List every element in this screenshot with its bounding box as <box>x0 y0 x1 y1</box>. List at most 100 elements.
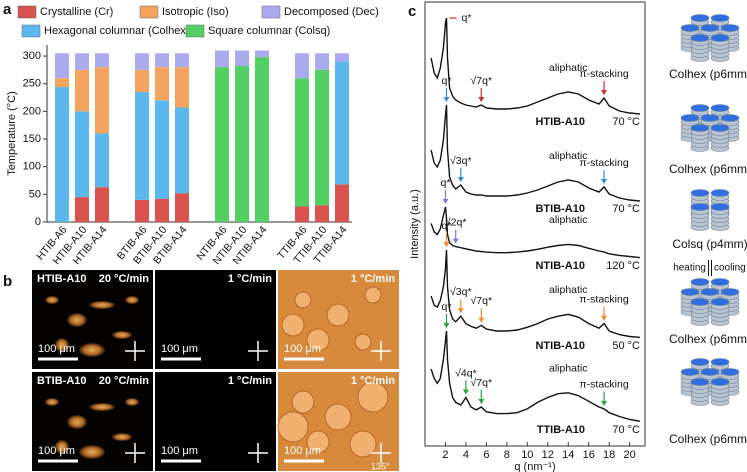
bar-segment <box>135 92 149 200</box>
texture <box>89 403 115 411</box>
legend-label: Square columnar (Colsq) <box>208 25 330 37</box>
y-axis-title: Intensity (a.u.) <box>409 189 421 259</box>
rate-label: 20 °C/min <box>99 375 150 387</box>
texture <box>125 398 139 406</box>
disc <box>710 278 730 286</box>
rate-label: 1 °C/min <box>228 273 272 285</box>
temperature-label: 70 °C <box>612 424 640 436</box>
peak-arrowhead <box>452 238 459 244</box>
scale-label: 100 μm <box>161 445 198 457</box>
scale-label: 100 μm <box>284 445 321 457</box>
peak-label: π-stacking <box>579 293 628 305</box>
disc <box>710 124 730 132</box>
bar-segment <box>75 197 89 222</box>
domain <box>326 303 350 327</box>
texture <box>67 415 87 429</box>
rate-label: 1 °C/min <box>351 273 395 285</box>
x-tick-label: 10 <box>521 449 533 461</box>
texture <box>79 445 105 459</box>
bar-segment <box>155 198 169 222</box>
peak-label: √3q* <box>450 155 472 167</box>
disc <box>720 288 740 296</box>
y-tick-label: 50 <box>29 188 41 200</box>
peak-arrowhead <box>478 317 485 323</box>
texture <box>89 301 115 309</box>
domain <box>291 390 315 414</box>
peak-label: q* <box>440 177 450 189</box>
peak-label: q* <box>442 220 452 232</box>
domain <box>364 286 382 304</box>
bar-segment <box>295 78 309 207</box>
bar-segment <box>295 53 309 79</box>
temperature-label: 50 °C <box>612 340 640 352</box>
bar-segment <box>95 53 109 68</box>
peak-label: √3q* <box>450 286 472 298</box>
polarizer-icon <box>371 341 391 361</box>
peak-arrowhead <box>457 308 464 314</box>
texture <box>45 398 59 406</box>
disc <box>690 124 710 132</box>
peak-label: aliphatic <box>549 363 588 375</box>
texture <box>45 296 59 304</box>
scale-label: 100 μm <box>284 343 321 355</box>
texture <box>112 433 132 441</box>
bar-segment <box>95 67 109 134</box>
peak-arrowhead <box>601 90 608 95</box>
sample-label: NTIB-A10 <box>535 340 585 352</box>
disc <box>680 368 700 376</box>
bar-segment <box>95 133 109 188</box>
xrd-curve <box>430 330 641 422</box>
polarizer-icon <box>248 443 268 463</box>
x-tick-label: 6 <box>483 449 489 461</box>
plot-frame <box>424 1 646 447</box>
x-tick-label: 12 <box>542 449 554 461</box>
x-tick-label: 18 <box>603 449 615 461</box>
peak-label: √7q* <box>471 75 493 87</box>
disc <box>700 368 720 376</box>
bar-segment <box>335 61 349 185</box>
xrd-curve <box>430 17 640 115</box>
rate-label: 20 °C/min <box>99 273 150 285</box>
bar-segment <box>75 69 89 112</box>
disc <box>700 24 720 32</box>
micrograph <box>155 372 276 471</box>
bar-segment <box>55 53 69 79</box>
peak-label: √2q* <box>445 216 467 228</box>
rate-label: 1 °C/min <box>351 375 395 387</box>
disc <box>710 189 730 197</box>
phase-label: Colhex (p6mm) <box>669 332 747 346</box>
bar-segment <box>75 53 89 70</box>
disc <box>690 298 710 306</box>
disc <box>710 14 730 22</box>
phase-label: Colhex (p6mm) <box>669 67 747 81</box>
bar-segment <box>155 67 169 101</box>
transition-label: heating <box>673 263 706 274</box>
disc <box>700 288 720 296</box>
bar-segment <box>215 67 229 222</box>
disc <box>710 378 730 386</box>
bar-segment <box>215 50 229 68</box>
peak-arrowhead <box>443 97 450 102</box>
peak-label: aliphatic <box>549 284 588 296</box>
panel-label: b <box>3 273 12 290</box>
bar-segment <box>175 67 189 108</box>
bar-segment <box>155 100 169 199</box>
disc <box>690 34 710 42</box>
bar-segment <box>135 69 149 93</box>
bar-segment <box>315 205 329 222</box>
disc <box>690 278 710 286</box>
bar-segment <box>335 53 349 62</box>
peak-label: √7q* <box>471 377 493 389</box>
bar-segment <box>175 107 189 194</box>
peak-arrowhead <box>462 389 469 395</box>
sample-label: HTIB-A10 <box>535 116 585 128</box>
scale-label: 100 μm <box>38 445 75 457</box>
peak-label: q* <box>442 301 452 313</box>
peak-arrowhead <box>601 400 608 406</box>
peak-arrowhead <box>601 315 608 321</box>
bar-segment <box>235 66 249 222</box>
disc <box>710 203 730 211</box>
bar-segment <box>155 53 169 68</box>
legend-label: Decomposed (Dec) <box>284 6 379 18</box>
